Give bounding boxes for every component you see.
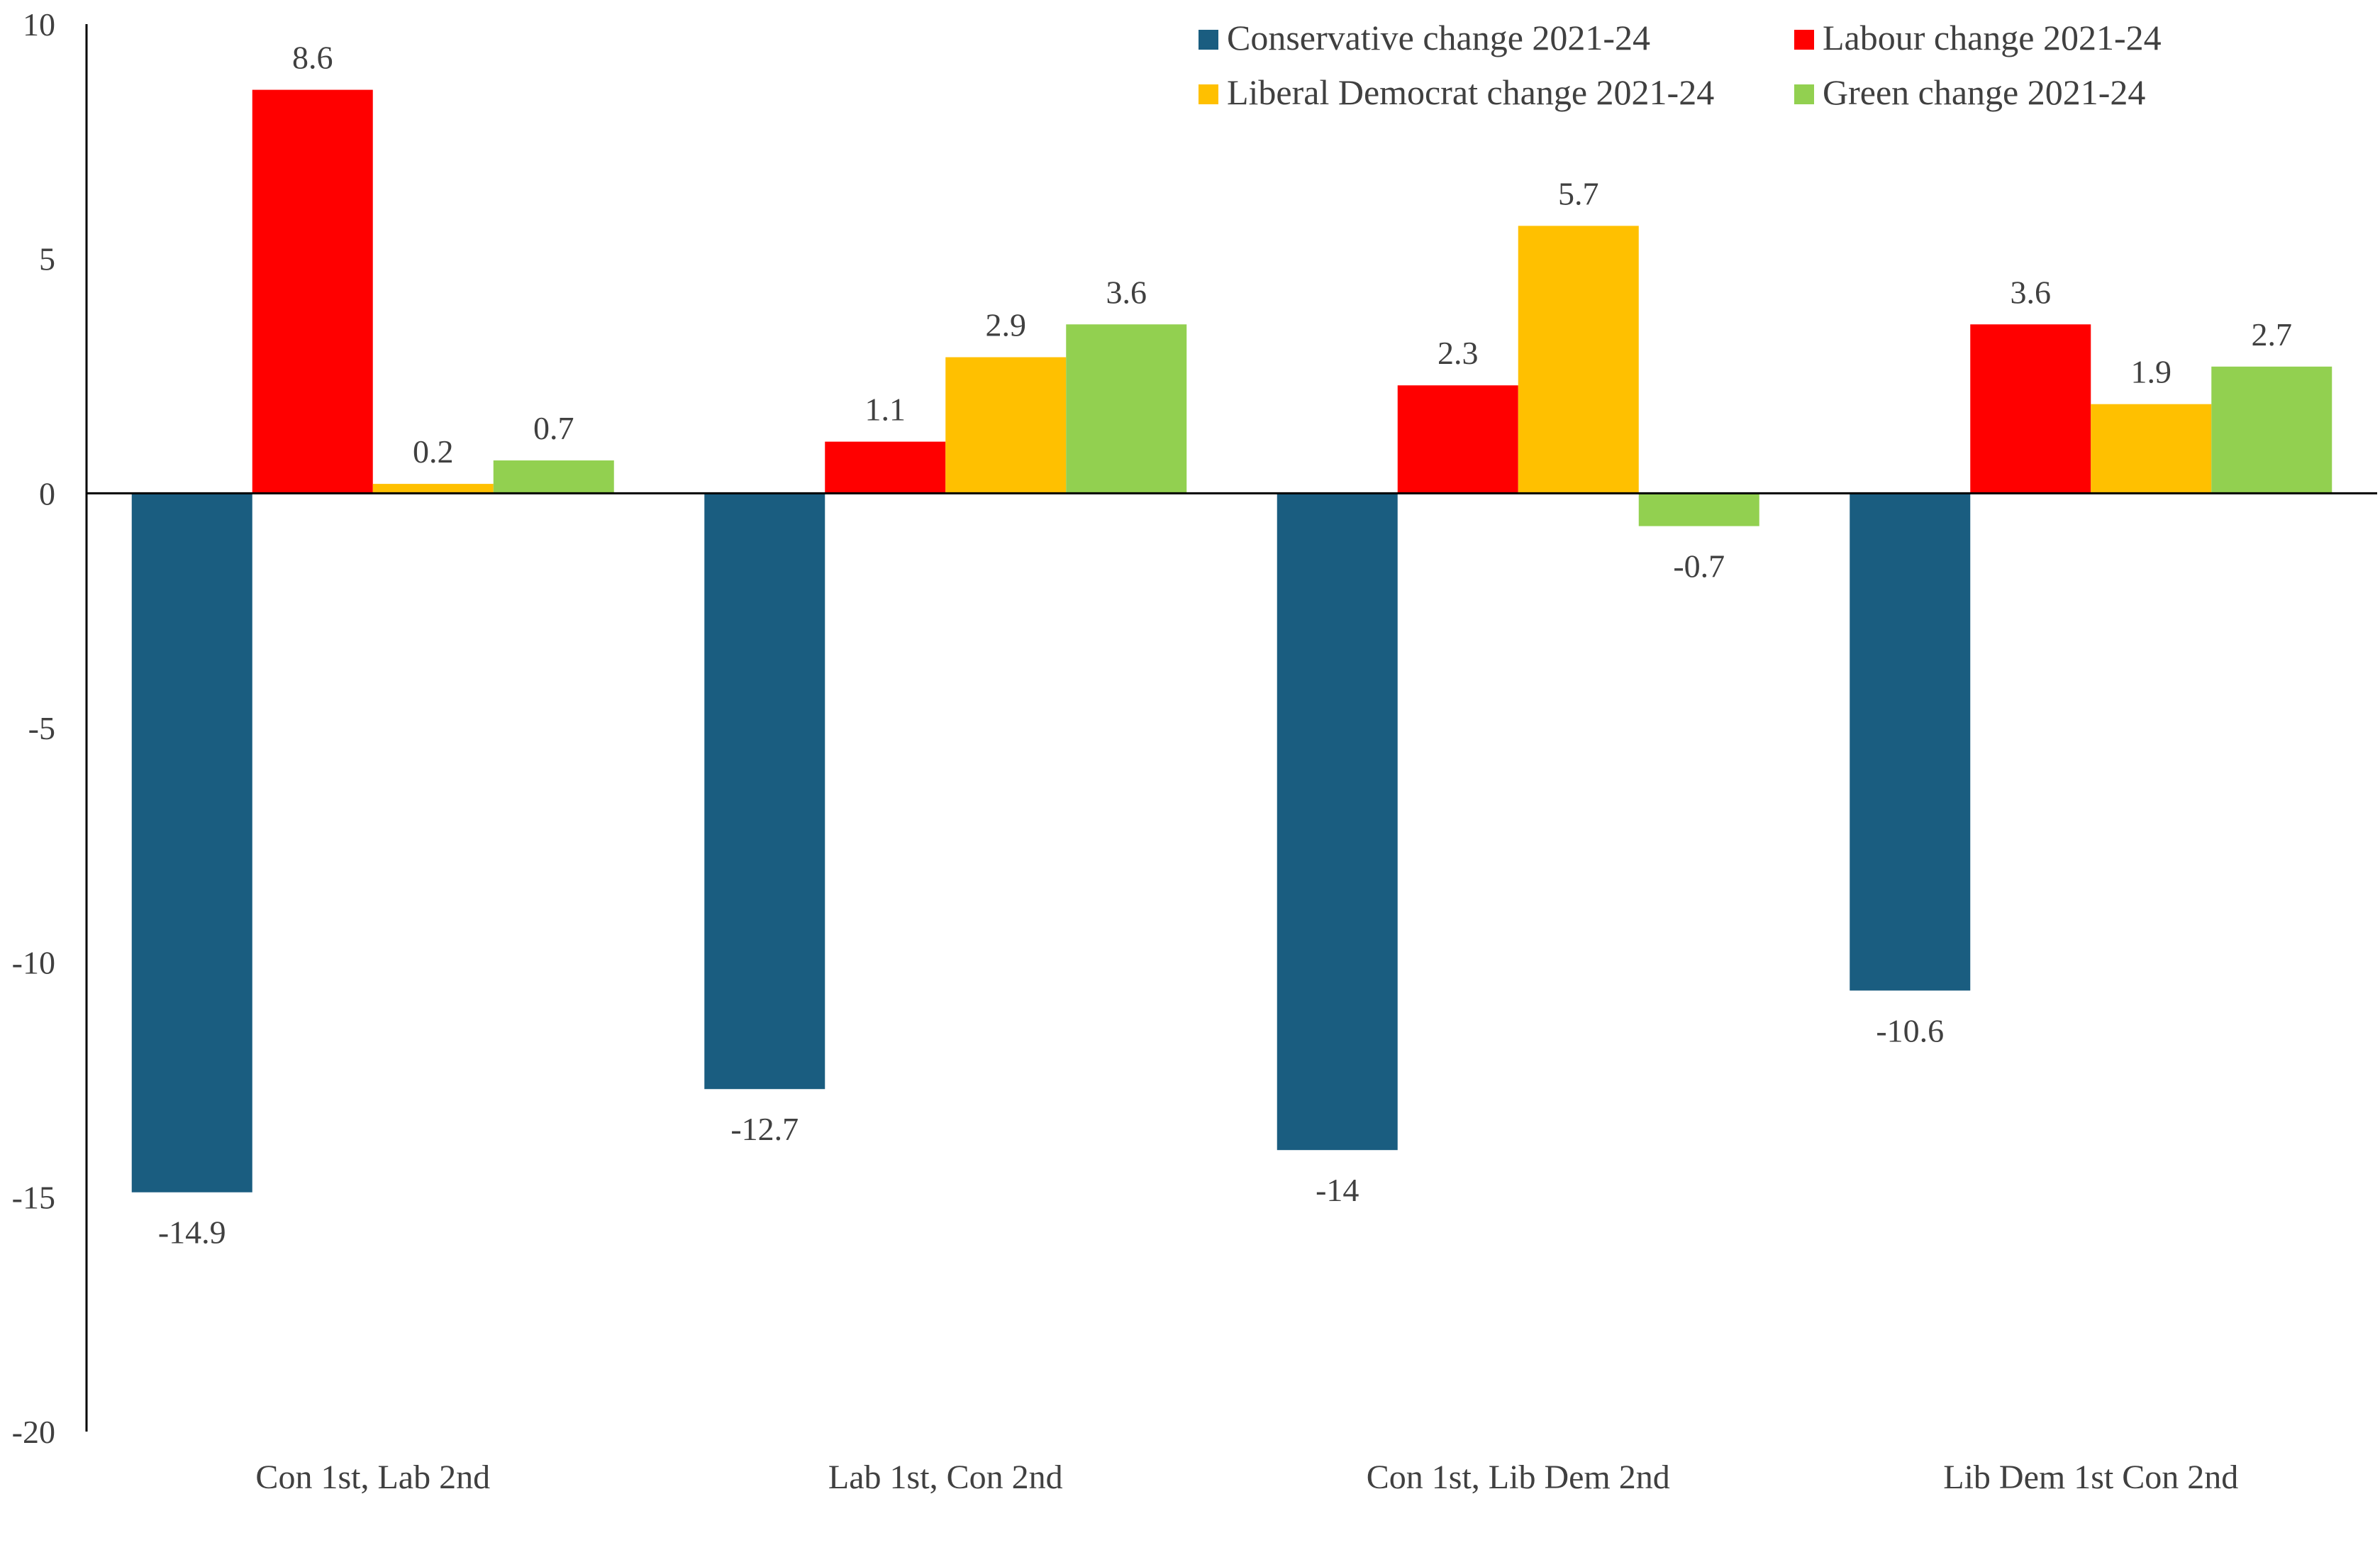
legend-swatch: [1199, 84, 1218, 104]
x-category-label: Lab 1st, Con 2nd: [828, 1459, 1063, 1496]
bars: [131, 89, 2332, 1192]
data-label: -0.7: [1673, 548, 1725, 585]
data-label: 0.2: [413, 433, 454, 470]
bar: [2211, 366, 2332, 494]
legend-swatch: [1199, 30, 1218, 50]
data-label: 1.9: [2131, 354, 2172, 390]
data-label: 3.6: [1106, 274, 1147, 310]
bar: [2091, 404, 2212, 494]
legend-label: Labour change 2021-24: [1823, 18, 2162, 57]
bar: [945, 357, 1067, 494]
bar: [1277, 493, 1398, 1151]
legend-swatch: [1794, 30, 1814, 50]
legend-label: Conservative change 2021-24: [1227, 18, 1650, 57]
data-label: 2.3: [1438, 335, 1479, 371]
legend-label: Green change 2021-24: [1823, 72, 2145, 112]
bar: [1970, 324, 2091, 494]
bar: [493, 460, 614, 494]
bar: [825, 441, 946, 494]
data-label: 2.7: [2252, 316, 2293, 353]
data-label: 5.7: [1558, 175, 1599, 211]
data-label: 0.7: [533, 410, 574, 446]
bar: [372, 484, 494, 494]
x-category-label: Lib Dem 1st Con 2nd: [1943, 1459, 2238, 1496]
y-tick-label: -10: [12, 945, 55, 981]
data-label: 1.1: [865, 392, 906, 428]
x-category-label: Con 1st, Lab 2nd: [255, 1459, 490, 1496]
y-tick-label: -5: [28, 710, 55, 746]
data-label: 3.6: [2011, 274, 2052, 310]
y-tick-label: 0: [39, 475, 55, 511]
data-label: 2.9: [986, 307, 1027, 343]
bar: [252, 89, 373, 494]
data-label: -12.7: [730, 1111, 799, 1147]
data-label: -14: [1316, 1172, 1359, 1208]
data-label: 8.6: [292, 40, 333, 76]
y-tick-label: 10: [23, 6, 55, 43]
bar: [1850, 493, 1971, 991]
bar: [131, 493, 252, 1192]
y-axis: 10 5 0 -5 -10 -15 -20: [12, 6, 88, 1450]
y-tick-label: 5: [39, 241, 55, 277]
bar: [1397, 385, 1518, 494]
x-category-label: Con 1st, Lib Dem 2nd: [1367, 1459, 1670, 1496]
legend-swatch: [1794, 84, 1814, 104]
data-label: -14.9: [158, 1214, 226, 1251]
x-axis: Con 1st, Lab 2nd Lab 1st, Con 2nd Con 1st,…: [255, 1459, 2238, 1496]
y-tick-label: -20: [12, 1414, 55, 1450]
data-label: -10.6: [1876, 1012, 1944, 1048]
y-tick-label: -15: [12, 1179, 55, 1215]
bar: [1066, 324, 1187, 494]
legend: Conservative change 2021-24 Labour change…: [1199, 18, 2162, 112]
data-labels: -14.9 -12.7 -14 -10.6 8.6 1.1 2.3 3.6 0.2 2.9 5.7 1…: [158, 40, 2292, 1251]
bar: [704, 493, 825, 1090]
legend-label: Liberal Democrat change 2021-24: [1227, 72, 1714, 112]
bar: [1518, 226, 1639, 494]
bar: [1638, 493, 1759, 526]
